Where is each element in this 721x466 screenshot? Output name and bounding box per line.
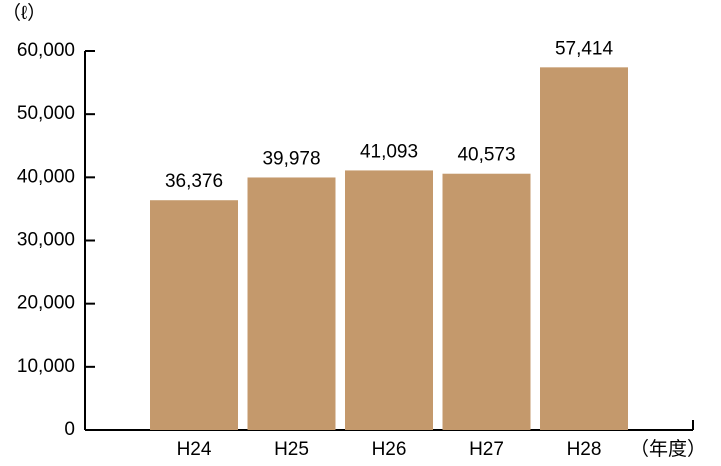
x-tick-label: H28: [567, 439, 602, 460]
x-axis-label: （年度）: [630, 438, 706, 460]
value-label: 57,414: [555, 38, 614, 59]
x-tick-label: H24: [177, 439, 212, 460]
y-tick-label: 40,000: [17, 166, 75, 187]
y-axis-label: （ℓ）: [2, 2, 46, 24]
bar: [345, 170, 433, 431]
bar: [442, 173, 531, 431]
value-label: 36,376: [165, 171, 223, 192]
x-tick-label: H25: [274, 439, 309, 460]
bar: [540, 67, 628, 430]
x-tick-label: H26: [372, 439, 407, 460]
y-tick-label: 60,000: [17, 40, 75, 61]
value-label: 40,573: [457, 145, 515, 166]
y-tick-label: 0: [64, 419, 75, 440]
y-tick-label: 50,000: [17, 103, 75, 124]
value-label: 39,978: [262, 148, 320, 169]
x-tick-label: H27: [469, 439, 504, 460]
bar: [150, 200, 238, 430]
y-tick-label: 10,000: [17, 356, 75, 377]
y-tick-label: 30,000: [17, 230, 75, 251]
y-tick-label: 20,000: [17, 293, 75, 314]
value-label: 41,093: [360, 141, 418, 162]
bar: [247, 177, 336, 430]
